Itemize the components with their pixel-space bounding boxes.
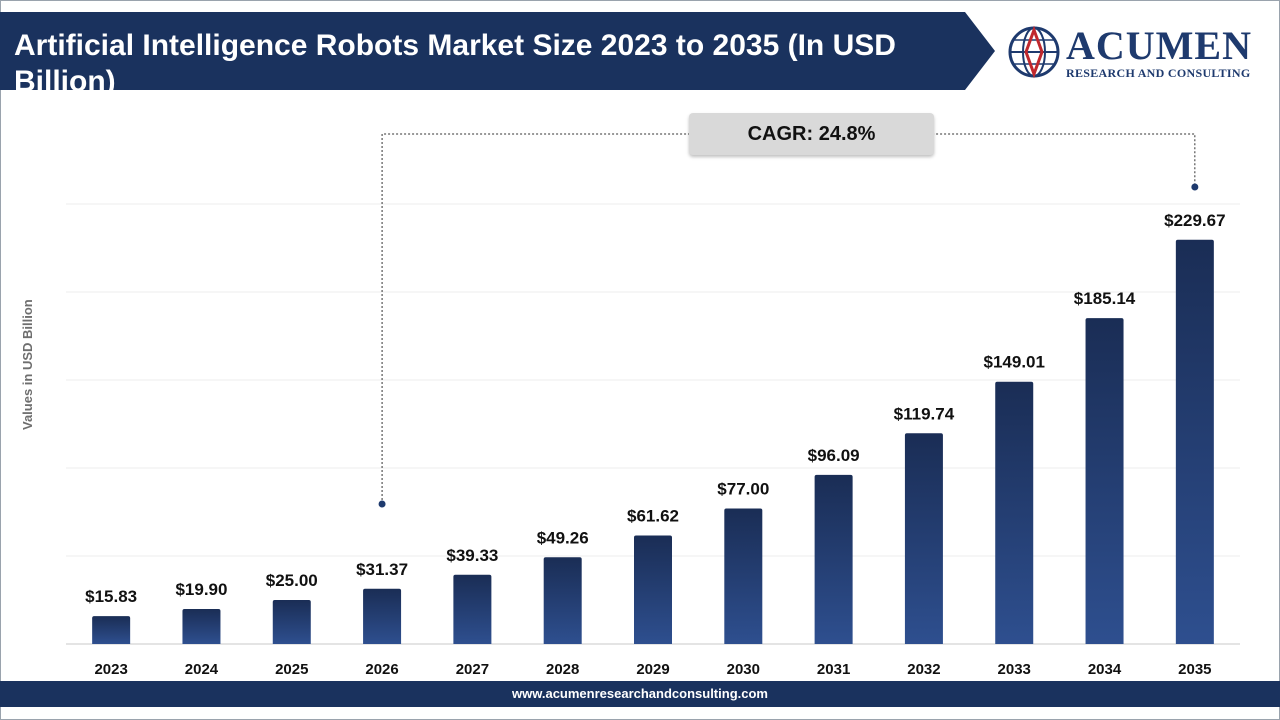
- logo-tagline: RESEARCH AND CONSULTING: [1066, 66, 1251, 80]
- cagr-connector: [381, 133, 1196, 504]
- bar-2028: [543, 557, 582, 644]
- cagr-start-dot: [378, 500, 386, 508]
- footer-url: www.acumenresearchandconsulting.com: [512, 686, 768, 701]
- bar-2023: [92, 616, 131, 644]
- title-banner: Artificial Intelligence Robots Market Si…: [0, 12, 1000, 98]
- bar-2034: [1085, 318, 1124, 644]
- bar-2025: [272, 600, 311, 644]
- footer-bar: www.acumenresearchandconsulting.com: [0, 681, 1280, 707]
- data-label-2035: $229.67: [1164, 211, 1225, 230]
- data-label-2032: $119.74: [894, 404, 955, 423]
- data-label-2031: $96.09: [808, 446, 860, 465]
- x-tick-2030: 2030: [727, 661, 760, 678]
- bar-2032: [904, 433, 943, 644]
- logo-wordmark: ACUMEN: [1066, 23, 1252, 68]
- x-tick-2025: 2025: [275, 661, 308, 678]
- bar-2035: [1175, 239, 1214, 644]
- x-tick-2026: 2026: [365, 661, 398, 678]
- x-tick-2023: 2023: [94, 661, 127, 678]
- x-tick-2024: 2024: [185, 661, 219, 678]
- bar-2027: [453, 574, 492, 644]
- title-banner-shape: [0, 12, 995, 90]
- x-tick-2028: 2028: [546, 661, 579, 678]
- cagr-label: CAGR: 24.8%: [689, 113, 934, 155]
- bars: $15.83 2023 $19.90 2024 $25.00 2025 $31.37 2026…: [85, 211, 1225, 678]
- data-label-2023: $15.83: [85, 587, 137, 606]
- x-tick-2031: 2031: [817, 661, 850, 678]
- x-tick-2027: 2027: [456, 661, 489, 678]
- bar-2030: [724, 508, 763, 644]
- data-label-2026: $31.37: [356, 560, 408, 579]
- data-label-2030: $77.00: [717, 479, 769, 498]
- cagr-end-dot: [1191, 183, 1199, 191]
- globe-icon: [1008, 25, 1060, 79]
- x-tick-2034: 2034: [1088, 661, 1122, 678]
- data-label-2029: $61.62: [627, 507, 679, 526]
- x-tick-2035: 2035: [1178, 661, 1211, 678]
- chart-title: Artificial Intelligence Robots Market Si…: [14, 29, 896, 98]
- bar-2029: [634, 535, 672, 644]
- data-label-2024: $19.90: [175, 580, 227, 599]
- cagr-callout-line: [378, 133, 1199, 508]
- x-tick-2029: 2029: [636, 661, 669, 678]
- y-axis-label: Values in USD Billion: [20, 299, 35, 430]
- bar-2024: [182, 608, 221, 644]
- x-tick-2032: 2032: [907, 661, 940, 678]
- data-label-2027: $39.33: [446, 546, 498, 565]
- data-label-2033: $149.01: [984, 353, 1045, 372]
- acumen-logo: ACUMEN RESEARCH AND CONSULTING: [1004, 20, 1264, 84]
- bar-2026: [363, 588, 402, 644]
- x-tick-2033: 2033: [998, 661, 1031, 678]
- data-label-2034: $185.14: [1074, 289, 1136, 308]
- bar-2031: [814, 474, 853, 644]
- data-label-2028: $49.26: [537, 528, 589, 547]
- data-label-2025: $25.00: [266, 571, 318, 590]
- bar-2033: [995, 381, 1034, 644]
